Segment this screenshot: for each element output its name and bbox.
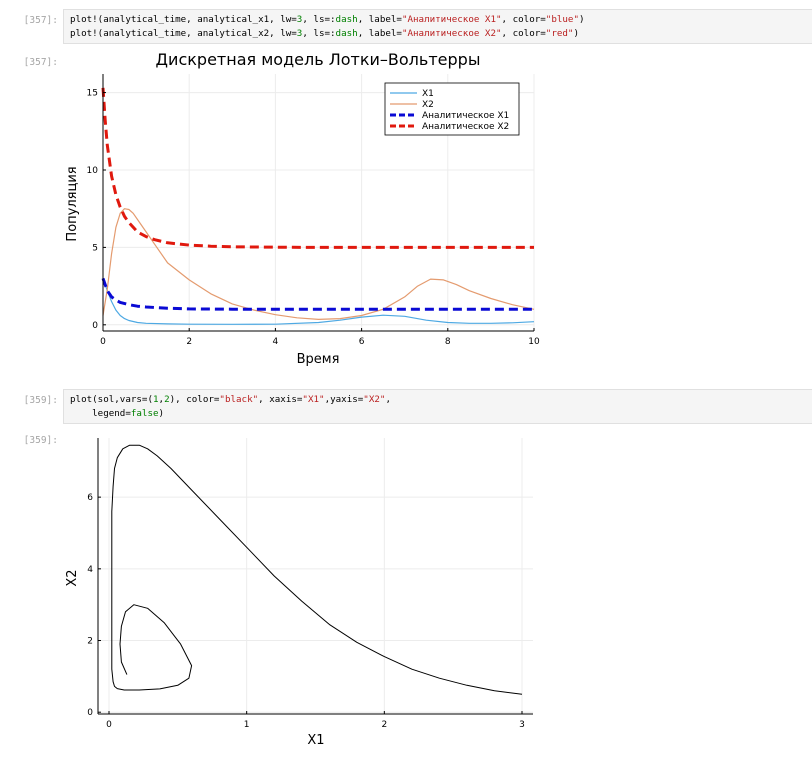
series-line-4 — [101, 87, 534, 249]
y-tick-label: 0 — [87, 708, 93, 718]
x-tick-label: 4 — [273, 337, 279, 347]
x-tick-label: 1 — [244, 720, 250, 730]
y-tick-label: 10 — [87, 166, 99, 176]
series-line-2 — [102, 208, 535, 320]
x-axis-label: Время — [297, 352, 340, 367]
code-token: plot(sol,vars=( — [70, 394, 153, 405]
x-tick-label: 0 — [106, 720, 112, 730]
y-tick-label: 0 — [92, 321, 98, 331]
y-tick-label: 5 — [92, 243, 98, 253]
x-tick-label: 6 — [359, 337, 365, 347]
code-token: "X1" — [302, 394, 325, 405]
chart-title: Дискретная модель Лотки–Вольтерры — [156, 50, 481, 69]
code-token: "Аналитическое X2" — [401, 28, 502, 39]
code-cell[interactable]: plot!(analytical_time, analytical_x1, lw… — [63, 9, 812, 44]
code-line: plot!(analytical_time, analytical_x1, lw… — [70, 13, 806, 27]
y-axis-label: Популяция — [65, 166, 80, 241]
series-line-1 — [102, 278, 535, 325]
code-token: "X2" — [363, 394, 386, 405]
code-token: ) — [158, 408, 165, 419]
input-prompt: [359]: — [23, 395, 58, 406]
x-tick-label: 0 — [100, 337, 106, 347]
output-prompt: [359]: — [23, 435, 58, 446]
x-tick-label: 2 — [381, 720, 387, 730]
x-tick-label: 2 — [186, 337, 192, 347]
y-tick-label: 6 — [87, 493, 93, 503]
code-token: dash — [335, 14, 358, 25]
legend-box — [384, 82, 520, 136]
code-token: 3 — [296, 14, 303, 25]
code-token: "red" — [545, 28, 574, 39]
code-token: ) — [579, 14, 585, 25]
code-token: 2 — [164, 394, 170, 405]
y-tick-label: 2 — [87, 637, 93, 647]
legend-label: X2 — [422, 100, 434, 110]
x-tick-label: 10 — [528, 337, 540, 347]
legend-label: X1 — [422, 89, 434, 99]
code-token: plot!(analytical_time, analytical_x2, lw… — [70, 28, 297, 39]
code-token: "black" — [219, 394, 259, 405]
code-token: "Аналитическое X1" — [401, 14, 502, 25]
code-line: plot!(analytical_time, analytical_x2, lw… — [70, 27, 806, 41]
code-cell[interactable]: plot(sol,vars=(1,2), color="black", xaxi… — [63, 389, 812, 424]
code-token: dash — [335, 28, 358, 39]
x-tick-label: 3 — [519, 720, 525, 730]
input-prompt: [357]: — [23, 15, 58, 26]
code-token: , label= — [357, 28, 402, 39]
code-token: , label= — [357, 14, 402, 25]
code-token: plot!(analytical_time, analytical_x1, lw… — [70, 14, 297, 25]
series-line-1 — [111, 444, 523, 695]
y-tick-label: 15 — [87, 89, 98, 99]
code-token: , ls=: — [302, 14, 336, 25]
code-token: 1 — [152, 394, 159, 405]
phase-portrait-plot: 0 1 2 3 0 2 4 6 X1 X2 — [65, 438, 533, 748]
code-token: ), color= — [169, 394, 220, 405]
code-token: ) — [573, 28, 580, 39]
x-axis-label: X1 — [307, 733, 324, 748]
code-line: plot(sol,vars=(1,2), color="black", xaxi… — [70, 393, 806, 407]
code-token: , — [158, 394, 165, 405]
x-tick-label: 8 — [445, 337, 451, 347]
y-axis-label: X2 — [65, 569, 80, 586]
code-token: 3 — [296, 28, 303, 39]
output-prompt: [357]: — [23, 57, 58, 68]
code-token: false — [130, 408, 159, 419]
code-token: ,yaxis= — [324, 394, 364, 405]
code-token: , color= — [501, 28, 546, 39]
legend-label: Аналитическое X1 — [422, 111, 509, 121]
legend-label: Аналитическое X2 — [422, 122, 509, 132]
code-token: "blue" — [545, 14, 579, 25]
code-token: , ls=: — [302, 28, 336, 39]
y-tick-label: 4 — [87, 565, 93, 575]
code-token: , color= — [501, 14, 546, 25]
series-line-3 — [101, 277, 534, 311]
code-token: legend= — [70, 408, 131, 419]
code-line: legend=false) — [70, 407, 806, 421]
time-series-plot: 0 2 4 6 8 10 0 5 10 15 Дискретная модель Лотки–Во… — [65, 50, 540, 367]
code-token: , — [385, 394, 391, 405]
code-token: , xaxis= — [258, 394, 303, 405]
